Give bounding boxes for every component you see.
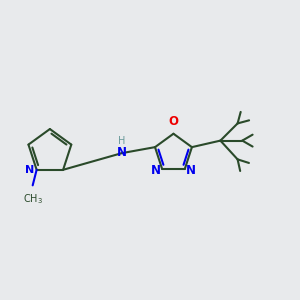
Text: O: O (169, 115, 178, 128)
Text: N: N (117, 146, 127, 159)
Text: N: N (25, 165, 34, 175)
Text: H: H (118, 136, 125, 146)
Text: N: N (186, 164, 196, 177)
Text: N: N (151, 164, 161, 177)
Text: CH$_3$: CH$_3$ (23, 192, 43, 206)
